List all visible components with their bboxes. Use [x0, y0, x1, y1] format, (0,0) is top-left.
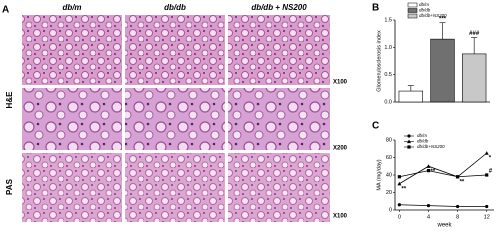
column-header: db/db	[164, 3, 186, 12]
point	[426, 204, 431, 208]
point	[485, 204, 489, 209]
micrograph	[228, 88, 330, 150]
significance-label: #	[489, 169, 493, 175]
legend-label: db/m	[417, 133, 427, 138]
point	[484, 151, 489, 155]
y-tick-label: 0.0	[384, 99, 392, 105]
figure: A db/m db/db db/db + NS200 H&E PAS X100 …	[2, 2, 494, 229]
x-tick-label: 12	[484, 214, 490, 220]
y-axis-label: MA (mg/day)	[376, 159, 382, 190]
micrograph	[228, 15, 330, 85]
point	[397, 181, 402, 186]
x-axis-label: week	[436, 223, 452, 229]
y-tick-label: 1.5	[384, 17, 392, 23]
row-label: H&E	[5, 91, 14, 109]
micrograph	[22, 88, 122, 150]
micrographs	[22, 15, 330, 222]
y-axis-label: Glomerulosclerosis index	[376, 30, 382, 92]
x-tick-label: 4	[427, 214, 430, 220]
legend-swatch	[407, 2, 418, 8]
micrograph	[22, 153, 122, 222]
magnification: X100	[333, 214, 348, 220]
y-tick-label: 40	[386, 172, 392, 178]
significance-label: **	[401, 186, 406, 192]
legend-swatch	[407, 13, 418, 19]
legend-label: db/db	[417, 139, 429, 144]
series-line	[399, 152, 487, 185]
column-header: db/db + NS200	[251, 3, 307, 12]
column-header: db/m	[62, 3, 81, 12]
point	[397, 203, 401, 207]
panel-label: A	[2, 5, 9, 16]
bar	[398, 90, 424, 103]
y-tick-label: 1.0	[384, 45, 392, 51]
legend-label: db/db+NS200	[419, 13, 447, 18]
magnification: X100	[333, 80, 348, 86]
y-tick-label: 20	[386, 190, 392, 196]
panel-label: B	[372, 3, 379, 14]
y-tick-label: 0	[389, 207, 392, 213]
point	[456, 204, 460, 209]
legend-label: db/db	[419, 8, 431, 13]
significance-label: ###	[469, 31, 480, 37]
point	[426, 164, 431, 168]
y-tick-label: 80	[386, 137, 392, 143]
point	[426, 169, 431, 173]
micrograph	[22, 15, 122, 85]
micrograph	[228, 153, 330, 222]
bar	[461, 53, 487, 103]
y-tick-label: 60	[386, 155, 392, 161]
series-line	[399, 170, 487, 178]
micrograph	[125, 15, 225, 85]
micrograph	[125, 153, 225, 222]
magnification: X200	[333, 146, 348, 152]
micrograph	[125, 88, 225, 150]
x-tick-label: 8	[456, 214, 459, 220]
legend-label: db/m	[419, 2, 429, 7]
series-line	[399, 204, 487, 207]
x-tick-label: 0	[398, 214, 401, 220]
point	[485, 173, 489, 177]
significance-label: *	[489, 156, 492, 162]
y-tick-label: 0.5	[384, 72, 392, 78]
legend-marker	[407, 139, 411, 144]
legend-swatch	[407, 8, 418, 13]
point	[397, 175, 401, 179]
legend-marker	[407, 145, 411, 149]
panel-label: C	[372, 121, 379, 132]
significance-label: **	[460, 179, 465, 185]
bar	[430, 38, 455, 103]
legend-marker	[407, 134, 411, 138]
significance-label: ***	[439, 16, 447, 22]
legend-label: db/db+NS200	[417, 144, 445, 149]
row-label: PAS	[5, 178, 14, 195]
point	[456, 175, 460, 179]
